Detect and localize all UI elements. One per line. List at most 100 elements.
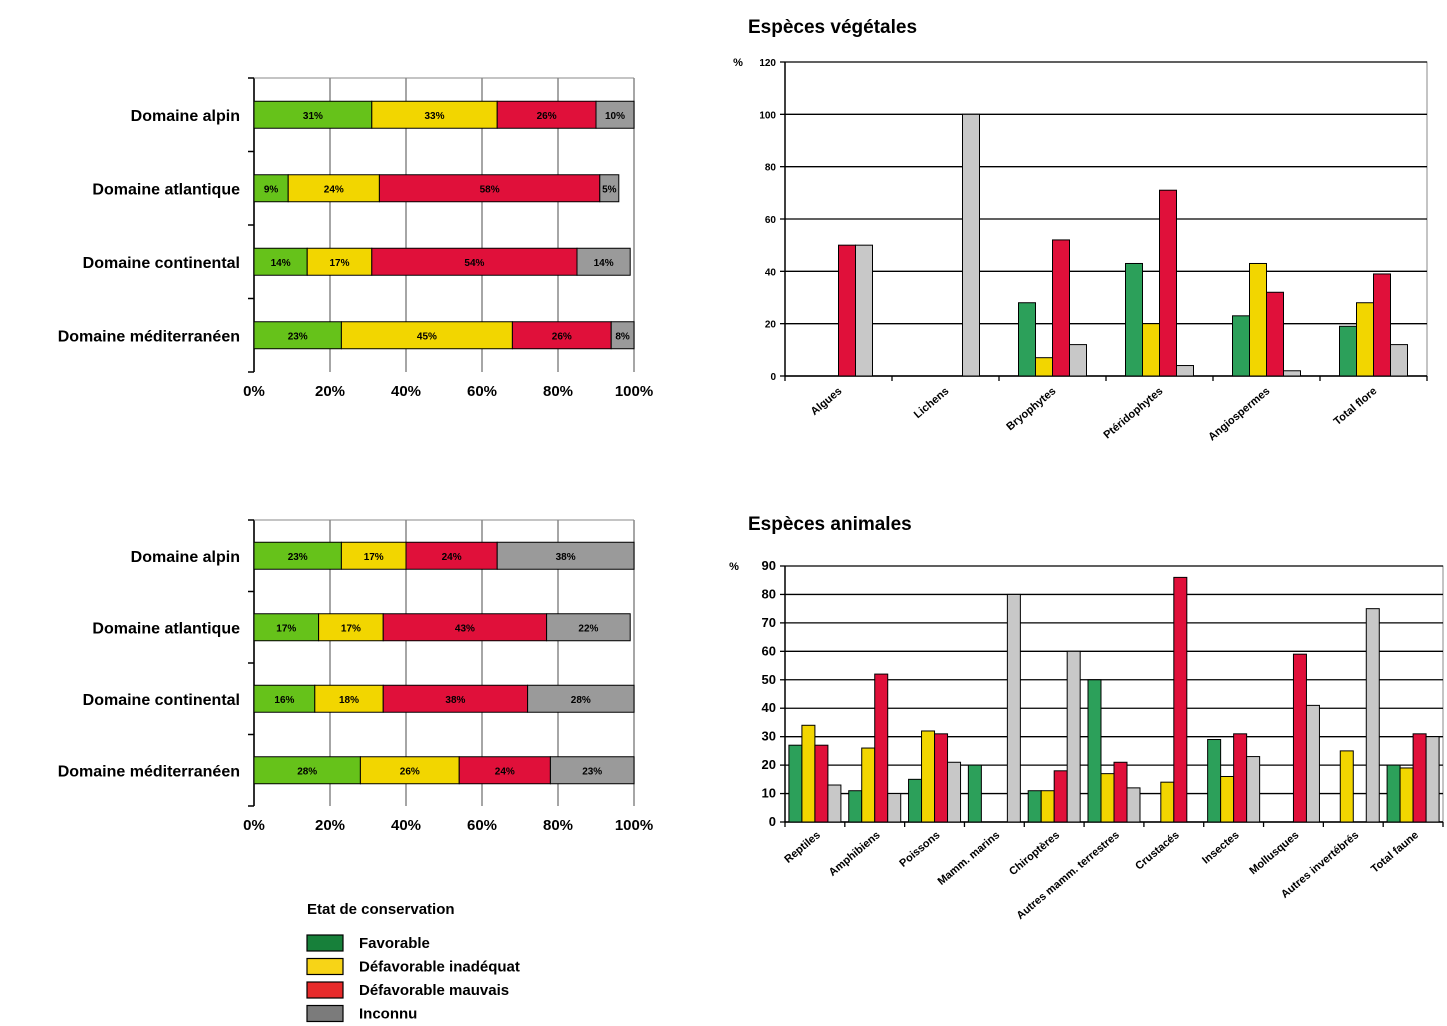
stacked-bar-segment [314,684,384,713]
segment-data-label: 33% [424,111,444,122]
legend-swatch [306,957,344,976]
category-label: Domaine atlantique [92,181,240,198]
legend-swatch [306,934,344,952]
x-category-label: Lichens [912,385,952,421]
legend-swatch [306,1004,344,1023]
data-bar [1040,790,1055,823]
data-bar [848,790,863,823]
x-category-label: Reptiles [782,829,822,866]
segment-data-label: 14% [594,258,614,269]
habitats-domain-chart: 0% 20% 40% 60% 80% 100% Domaine alpin 31% 33% 26%… [58,77,653,400]
legend-item-label: Favorable [359,935,430,952]
y-tick-label: 120 [759,58,776,69]
data-bar [874,673,889,823]
stacked-bar-segment [458,756,551,785]
data-bar [908,778,923,823]
data-bar [1142,323,1160,377]
conservation-legend: Etat de conservation Favorable Défavorabl… [306,901,520,1023]
data-bar [1176,365,1194,377]
stacked-bar-segment [382,684,529,713]
data-bar [1232,315,1250,377]
stacked-bar-segment [382,613,548,642]
data-bar [1035,357,1053,377]
stacked-bar-segment [576,247,631,276]
y-tick-label: 80 [765,163,777,174]
data-bar [1027,790,1042,823]
segment-data-label: 5% [602,184,617,195]
data-bar [1160,781,1175,823]
y-tick-label: 0 [769,814,776,829]
data-bar [1305,704,1320,823]
category-label: Domaine méditerranéen [58,763,240,780]
segment-data-label: 58% [480,184,500,195]
data-bar [1100,773,1115,823]
legend-item-label: Défavorable mauvais [359,982,509,999]
data-bar [1373,273,1391,377]
data-bar [1233,733,1248,823]
x-category-label: Bryophytes [1004,385,1058,433]
data-bar [1159,189,1177,377]
species-domain-chart: 0% 20% 40% 60% 80% 100% Domaine alpin 23% 17% 24%… [58,519,653,834]
data-bar [838,244,856,377]
data-bar [1126,787,1141,823]
legend-item-label: Défavorable inadéquat [359,959,520,976]
plant-species-chart: Espèces végétales 0 20 40 60 80 100 120% Algues… [733,17,1428,443]
data-bar [1246,756,1261,823]
x-tick-label: 80% [543,817,573,834]
category-label: Domaine atlantique [92,620,240,637]
legend-swatch [306,981,344,999]
segment-data-label: 17% [364,552,384,563]
segment-data-label: 9% [264,184,279,195]
x-tick-label: 60% [467,383,497,400]
segment-data-label: 38% [445,695,465,706]
y-axis-label: % [733,57,743,69]
segment-data-label: 23% [582,766,602,777]
segment-data-label: 45% [417,331,437,342]
data-bar [1125,262,1143,377]
stacked-bar-segment [318,613,384,642]
segment-data-label: 28% [297,766,317,777]
data-bar [1053,770,1068,823]
segment-data-label: 28% [571,695,591,706]
y-tick-label: 20 [762,757,776,772]
segment-data-label: 26% [400,766,420,777]
stacked-bar-segment [546,613,631,642]
category-label: Domaine continental [83,255,240,272]
stacked-bar-segment [549,756,635,785]
x-category-label: Insectes [1200,829,1241,866]
data-bar [1356,302,1374,377]
x-category-label: Angiospermes [1206,385,1272,443]
x-tick-label: 100% [615,817,653,834]
stacked-bar-segment [253,321,342,350]
x-tick-label: 40% [391,383,421,400]
stacked-bar-segment [496,100,597,129]
segment-data-label: 54% [464,258,484,269]
data-bar [1425,736,1440,823]
data-bar [947,761,962,823]
segment-data-label: 17% [341,623,361,634]
data-bar [1069,344,1087,377]
data-bar [1066,650,1081,823]
x-category-label: Crustacés [1133,829,1181,872]
x-category-label: Poissons [897,829,942,870]
stacked-bar-segment [253,684,316,713]
data-bar [1339,750,1354,823]
stacked-bar-segment [306,247,373,276]
stacked-bar-segment [378,174,601,203]
segment-data-label: 14% [271,258,291,269]
data-bar [1006,593,1021,823]
data-bar [1249,262,1267,377]
x-tick-label: 100% [615,383,653,400]
y-tick-label: 90 [762,558,776,573]
data-bar [1220,775,1235,823]
data-bar [1399,767,1414,823]
segment-data-label: 26% [552,331,572,342]
stacked-bar-segment [610,321,635,350]
category-label: Domaine alpin [131,108,240,125]
segment-data-label: 17% [329,258,349,269]
data-bar [1018,302,1036,377]
segment-data-label: 22% [578,623,598,634]
stacked-bar-segment [599,174,620,203]
category-label: Domaine continental [83,692,240,709]
y-tick-label: 50 [762,672,776,687]
